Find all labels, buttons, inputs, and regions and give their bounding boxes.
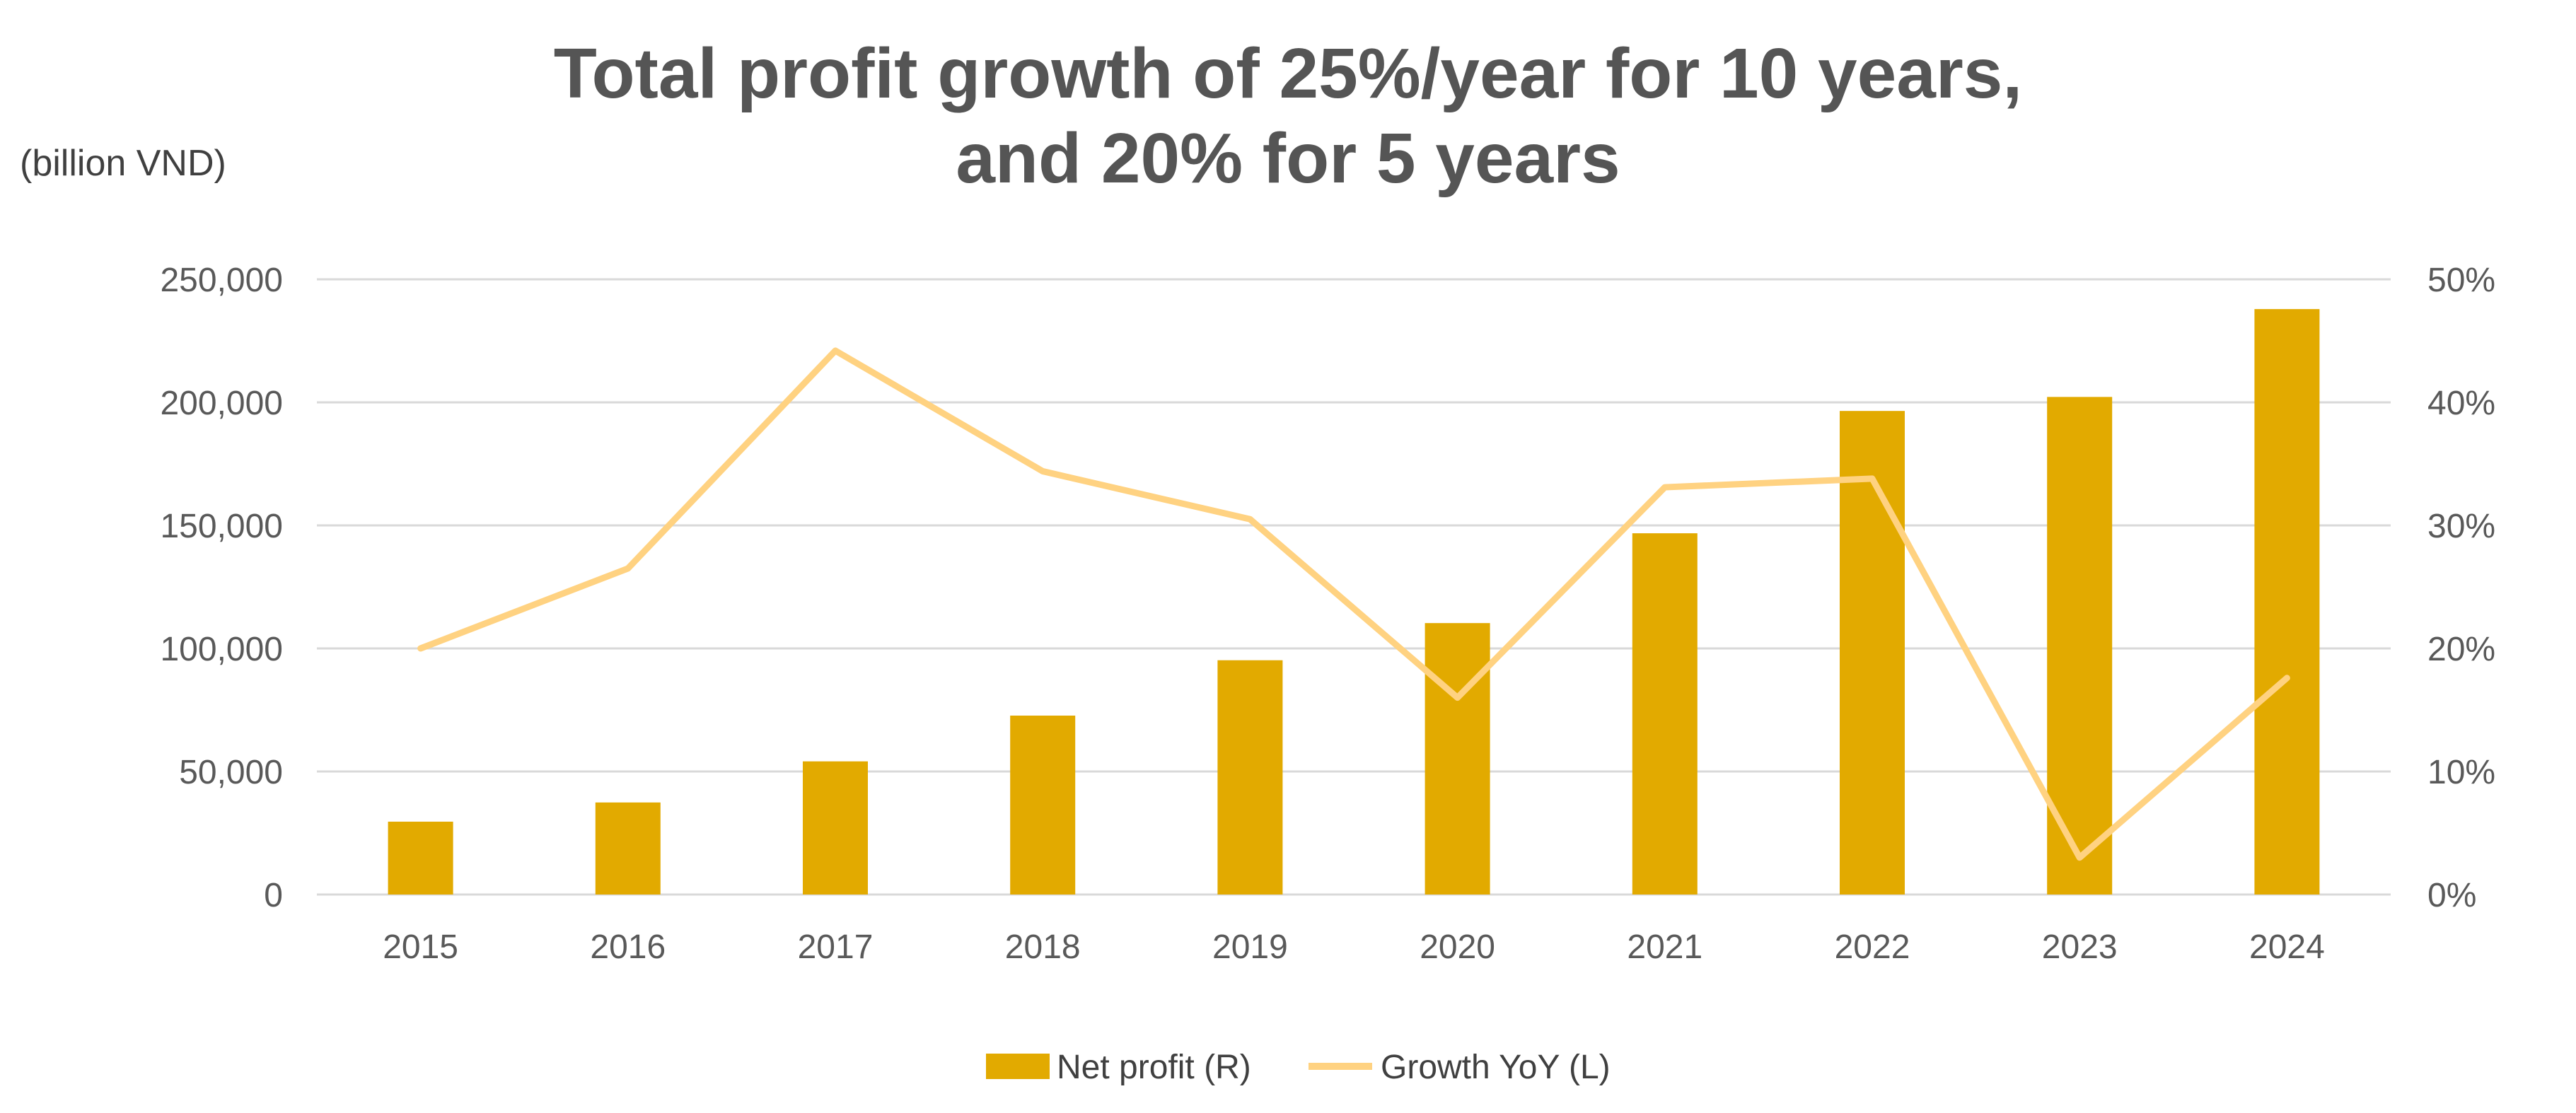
- net-profit-bars: [388, 309, 2320, 895]
- chart-title-line-1: Total profit growth of 25%/year for 10 y…: [554, 34, 2022, 113]
- gridlines: [317, 278, 2391, 896]
- x-tick-label: 2023: [2042, 928, 2118, 966]
- right-tick-label: 10%: [2427, 754, 2495, 791]
- x-tick-label: 2016: [590, 928, 666, 966]
- bar-2024: [2254, 309, 2320, 895]
- right-axis: 0% 10% 20% 30% 40% 50%: [2427, 262, 2495, 914]
- bar-2015: [388, 821, 453, 895]
- x-tick-label: 2021: [1627, 928, 1702, 966]
- bar-2018: [1010, 716, 1076, 895]
- legend: Net profit (R) Growth YoY (L): [986, 1049, 1611, 1086]
- x-axis: 2015 2016 2017 2018 2019 2020 2021 2022 2023 2024: [383, 928, 2325, 966]
- bar-2021: [1632, 533, 1698, 895]
- right-tick-label: 50%: [2427, 262, 2495, 299]
- x-tick-label: 2022: [1835, 928, 1910, 966]
- bar-2022: [1840, 411, 1905, 895]
- unit-label: (billion VND): [20, 143, 226, 184]
- left-tick-label: 250,000: [160, 262, 283, 299]
- left-axis: 0 50,000 100,000 150,000 200,000 250,000: [160, 262, 283, 914]
- bar-2017: [803, 761, 868, 895]
- x-tick-label: 2017: [798, 928, 874, 966]
- legend-swatch-net-profit: [986, 1054, 1050, 1079]
- growth-point-2023: [2079, 857, 2080, 858]
- growth-point-2016: [627, 568, 629, 569]
- bar-2019: [1217, 660, 1283, 895]
- left-tick-label: 50,000: [179, 754, 283, 791]
- x-tick-label: 2015: [383, 928, 458, 966]
- growth-point-2017: [835, 350, 836, 351]
- left-tick-label: 100,000: [160, 631, 283, 668]
- right-tick-label: 0%: [2427, 877, 2476, 914]
- legend-label-growth: Growth YoY (L): [1381, 1049, 1611, 1086]
- growth-line: [417, 347, 2290, 861]
- right-tick-label: 20%: [2427, 631, 2495, 668]
- left-tick-label: 150,000: [160, 508, 283, 545]
- growth-point-2020: [1457, 697, 1458, 699]
- growth-point-2022: [1872, 478, 1873, 479]
- left-tick-label: 0: [264, 877, 283, 914]
- left-tick-label: 200,000: [160, 385, 283, 422]
- right-tick-label: 40%: [2427, 385, 2495, 422]
- bar-2016: [595, 802, 661, 895]
- x-tick-label: 2019: [1212, 928, 1288, 966]
- x-tick-label: 2018: [1005, 928, 1081, 966]
- x-tick-label: 2020: [1420, 928, 1495, 966]
- growth-point-2021: [1664, 486, 1666, 488]
- growth-line-path: [417, 347, 2290, 861]
- x-tick-label: 2024: [2249, 928, 2325, 966]
- bar-2020: [1425, 623, 1490, 895]
- growth-point-2019: [1249, 518, 1251, 520]
- legend-label-net-profit: Net profit (R): [1057, 1049, 1251, 1086]
- chart-title-line-2: and 20% for 5 years: [956, 119, 1620, 198]
- right-tick-label: 30%: [2427, 508, 2495, 545]
- growth-point-2015: [420, 648, 422, 649]
